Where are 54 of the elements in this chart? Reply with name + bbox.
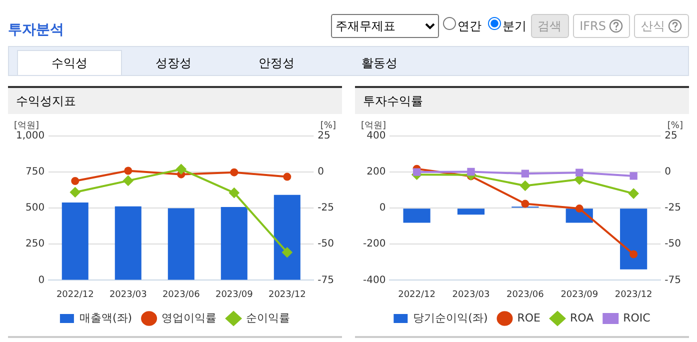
text: 활동성 <box>360 55 398 72</box>
y2-tick-label: -75 <box>318 274 334 286</box>
x-tick-label: 2023/09 <box>560 290 598 300</box>
y2-tick-label: -50 <box>664 238 682 250</box>
y2-tick-label: 25 <box>318 130 330 142</box>
y-tick-label: -200 <box>362 238 386 250</box>
y2-axis-title: [%] <box>667 120 683 131</box>
legend-label: ROA <box>570 311 594 324</box>
x-tick-label: 2022/12 <box>56 290 94 300</box>
y-axis-title: [억원] <box>361 120 386 131</box>
legend-label: 영업이익률 <box>162 311 217 324</box>
y2-tick-label: -50 <box>318 238 334 250</box>
y2-tick-label: 25 <box>664 130 678 142</box>
text: 성장성 <box>154 55 192 72</box>
text: 안정성 <box>258 55 296 72</box>
chart-title: 수익성지표 <box>8 88 342 114</box>
x-tick-label: 2023/09 <box>215 290 254 300</box>
x-tick-label: 2022/12 <box>398 290 436 300</box>
x-tick-label: 2023/12 <box>614 290 652 300</box>
chart-title: 투자수익률 <box>355 88 689 114</box>
text: 검색 <box>530 14 569 38</box>
y-tick-label: 750 <box>26 166 45 178</box>
text: 투자분석 <box>8 21 65 39</box>
legend-label: 매출액(좌) <box>79 311 132 324</box>
text: 수익성 <box>17 50 122 75</box>
text: 분기 <box>502 18 527 35</box>
legend-label: ROIC <box>623 311 651 324</box>
x-tick-label: 2023/03 <box>109 290 147 300</box>
y-axis-title: [억원] <box>14 120 40 131</box>
y2-tick-label: -25 <box>318 202 334 214</box>
y-tick-label: 400 <box>366 130 386 142</box>
legend-label: 당기순이익(좌) <box>413 311 488 324</box>
y-tick-label: 1,000 <box>16 130 45 142</box>
y2-axis-title: [%] <box>320 120 336 131</box>
x-tick-label: 2023/06 <box>162 290 200 300</box>
x-tick-label: 2023/12 <box>268 290 306 300</box>
legend-label: 순이익률 <box>246 311 290 324</box>
y-tick-label: -400 <box>362 274 386 286</box>
y-tick-label: 200 <box>366 166 386 178</box>
y2-tick-label: -25 <box>664 202 682 214</box>
x-tick-label: 2023/03 <box>452 290 490 300</box>
text: IFRS <box>572 14 630 38</box>
text: 주재무제표 <box>330 14 439 38</box>
x-tick-label: 2023/06 <box>506 290 544 300</box>
legend-label: ROE <box>517 311 541 324</box>
y-tick-label: 250 <box>26 238 45 250</box>
y2-tick-label: -75 <box>664 274 682 286</box>
text: 산식 <box>634 14 689 38</box>
y2-tick-label: 0 <box>664 166 672 178</box>
y-tick-label: 0 <box>379 202 386 214</box>
text: 연간 <box>456 18 482 35</box>
y2-tick-label: 0 <box>318 166 324 178</box>
y-tick-label: 500 <box>26 202 45 214</box>
y-tick-label: 0 <box>38 274 45 286</box>
